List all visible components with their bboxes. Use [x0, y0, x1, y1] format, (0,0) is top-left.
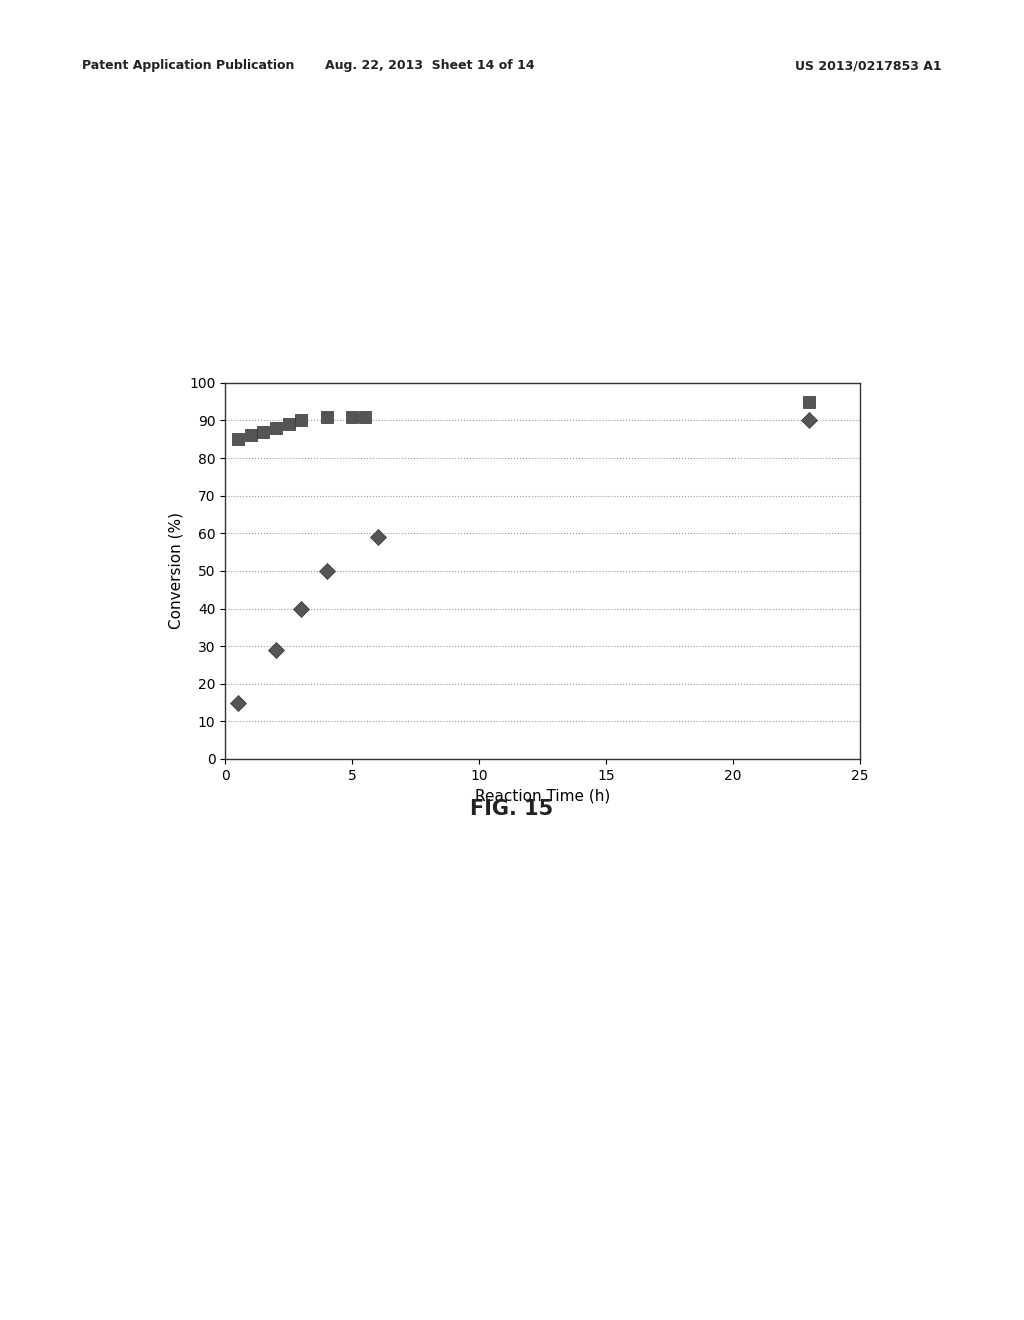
Y-axis label: Conversion (%): Conversion (%): [169, 512, 183, 630]
X-axis label: Reaction Time (h): Reaction Time (h): [475, 788, 610, 804]
Text: Aug. 22, 2013  Sheet 14 of 14: Aug. 22, 2013 Sheet 14 of 14: [326, 59, 535, 73]
Text: FIG. 15: FIG. 15: [470, 799, 554, 818]
Text: Patent Application Publication: Patent Application Publication: [82, 59, 294, 73]
Text: US 2013/0217853 A1: US 2013/0217853 A1: [796, 59, 942, 73]
